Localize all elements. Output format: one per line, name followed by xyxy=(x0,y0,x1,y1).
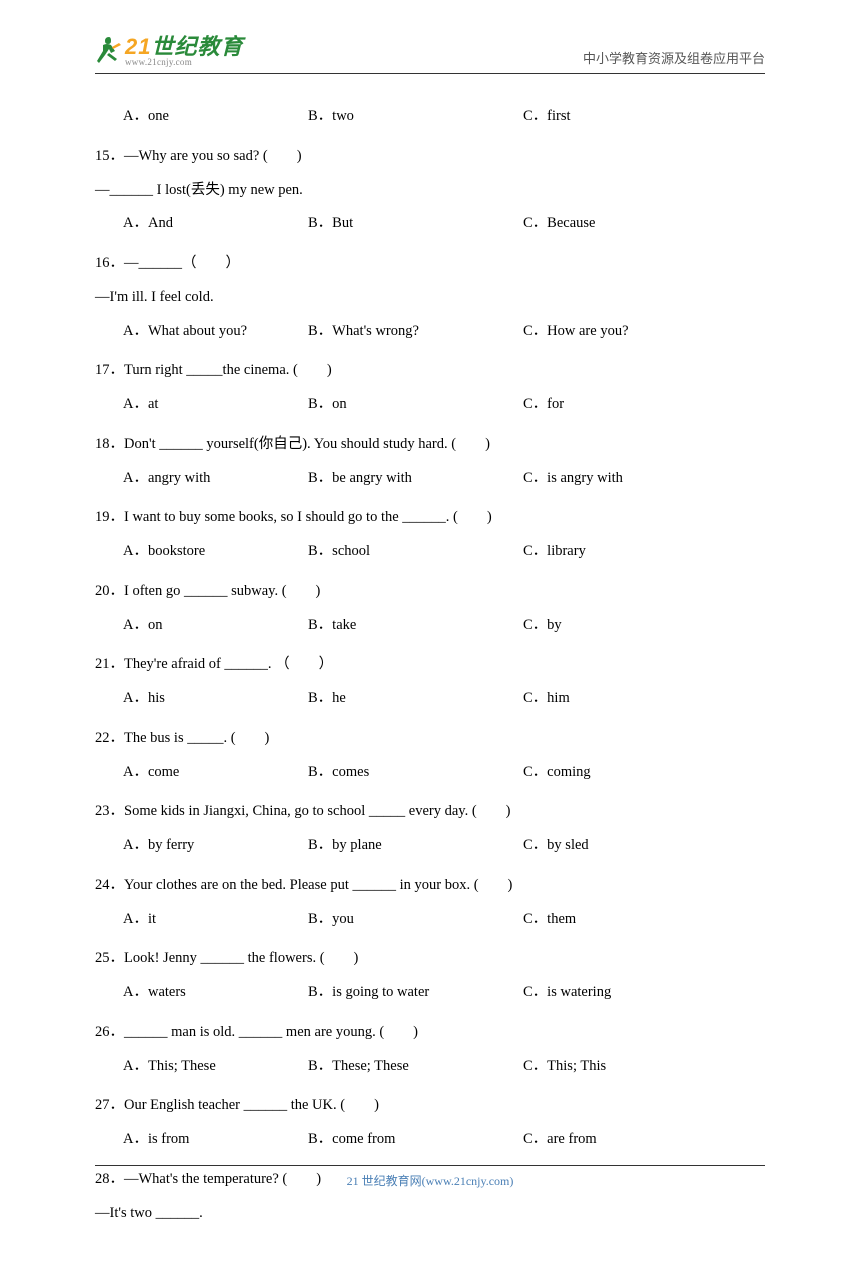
option-b: B．school xyxy=(308,541,523,563)
option-b: B．But xyxy=(308,213,523,235)
logo-url: www.21cnjy.com xyxy=(125,58,244,67)
q20-options: A．on B．take C．by xyxy=(95,615,765,637)
page-header: 21世纪教育 www.21cnjy.com 中小学教育资源及组卷应用平台 xyxy=(95,35,765,74)
option-b: B．comes xyxy=(308,762,523,784)
q25-stem: 25．Look! Jenny ______ the flowers. ( ) xyxy=(95,948,765,970)
q25-options: A．waters B．is going to water C．is wateri… xyxy=(95,982,765,1004)
option-b: B．on xyxy=(308,394,523,416)
option-a: A．What about you? xyxy=(123,321,308,343)
option-c: C．are from xyxy=(523,1129,765,1151)
option-b: B．take xyxy=(308,615,523,637)
option-b: B．you xyxy=(308,909,523,931)
q26-options: A．This; These B．These; These C．This; Thi… xyxy=(95,1056,765,1078)
option-b: B．These; These xyxy=(308,1056,523,1078)
q17-stem: 17．Turn right _____the cinema. ( ) xyxy=(95,360,765,382)
q15-stem: 15．—Why are you so sad? ( ) xyxy=(95,146,765,168)
q21-options: A．his B．he C．him xyxy=(95,688,765,710)
option-c: C．them xyxy=(523,909,765,931)
logo-runner-icon xyxy=(95,35,123,67)
q22-stem: 22．The bus is _____. ( ) xyxy=(95,728,765,750)
q26-stem: 26．______ man is old. ______ men are you… xyxy=(95,1022,765,1044)
q19-options: A．bookstore B．school C．library xyxy=(95,541,765,563)
option-c: C．by sled xyxy=(523,835,765,857)
q23-options: A．by ferry B．by plane C．by sled xyxy=(95,835,765,857)
option-b: B．What's wrong? xyxy=(308,321,523,343)
option-c: C．first xyxy=(523,106,765,128)
footer-text: 21 世纪教育网(www.21cnjy.com) xyxy=(347,1174,514,1188)
q20-stem: 20．I often go ______ subway. ( ) xyxy=(95,581,765,603)
logo: 21世纪教育 www.21cnjy.com xyxy=(95,35,244,67)
q23-stem: 23．Some kids in Jiangxi, China, go to sc… xyxy=(95,801,765,823)
option-c: C．him xyxy=(523,688,765,710)
q19-stem: 19．I want to buy some books, so I should… xyxy=(95,507,765,529)
q16-stem: 16．—______（ ） xyxy=(95,253,765,275)
option-b: B．be angry with xyxy=(308,468,523,490)
option-a: A．This; These xyxy=(123,1056,308,1078)
option-c: C．library xyxy=(523,541,765,563)
q17-options: A．at B．on C．for xyxy=(95,394,765,416)
option-a: A．And xyxy=(123,213,308,235)
page-footer: 21 世纪教育网(www.21cnjy.com) xyxy=(95,1165,765,1190)
logo-text: 21世纪教育 www.21cnjy.com xyxy=(125,36,244,67)
option-b: B．he xyxy=(308,688,523,710)
q28-sub: —It's two ______. xyxy=(95,1203,765,1225)
option-a: A．on xyxy=(123,615,308,637)
q27-options: A．is from B．come from C．are from xyxy=(95,1129,765,1151)
option-a: A．come xyxy=(123,762,308,784)
option-b: B．by plane xyxy=(308,835,523,857)
q18-stem: 18．Don't ______ yourself(你自己). You shoul… xyxy=(95,434,765,456)
q15-options: A．And B．But C．Because xyxy=(95,213,765,235)
option-a: A．waters xyxy=(123,982,308,1004)
q16-options: A．What about you? B．What's wrong? C．How … xyxy=(95,321,765,343)
option-b: B．two xyxy=(308,106,523,128)
q24-stem: 24．Your clothes are on the bed. Please p… xyxy=(95,875,765,897)
option-c: C．How are you? xyxy=(523,321,765,343)
q27-stem: 27．Our English teacher ______ the UK. ( … xyxy=(95,1095,765,1117)
option-b: B．is going to water xyxy=(308,982,523,1004)
worksheet-content: A．one B．two C．first 15．—Why are you so s… xyxy=(95,106,765,1224)
logo-title: 21世纪教育 xyxy=(125,36,244,58)
q15-sub: —______ I lost(丢失) my new pen. xyxy=(95,180,765,202)
q14-options: A．one B．two C．first xyxy=(95,106,765,128)
option-c: C．by xyxy=(523,615,765,637)
option-c: C．This; This xyxy=(523,1056,765,1078)
q24-options: A．it B．you C．them xyxy=(95,909,765,931)
option-a: A．bookstore xyxy=(123,541,308,563)
option-a: A．one xyxy=(123,106,308,128)
q22-options: A．come B．comes C．coming xyxy=(95,762,765,784)
option-a: A．it xyxy=(123,909,308,931)
header-subtitle: 中小学教育资源及组卷应用平台 xyxy=(583,48,765,67)
option-c: C．Because xyxy=(523,213,765,235)
option-a: A．by ferry xyxy=(123,835,308,857)
option-c: C．coming xyxy=(523,762,765,784)
option-a: A．angry with xyxy=(123,468,308,490)
q16-sub: —I'm ill. I feel cold. xyxy=(95,287,765,309)
option-a: A．is from xyxy=(123,1129,308,1151)
option-a: A．at xyxy=(123,394,308,416)
q21-stem: 21．They're afraid of ______. （ ） xyxy=(95,654,765,676)
option-c: C．for xyxy=(523,394,765,416)
option-a: A．his xyxy=(123,688,308,710)
option-c: C．is angry with xyxy=(523,468,765,490)
option-b: B．come from xyxy=(308,1129,523,1151)
option-c: C．is watering xyxy=(523,982,765,1004)
q18-options: A．angry with B．be angry with C．is angry … xyxy=(95,468,765,490)
